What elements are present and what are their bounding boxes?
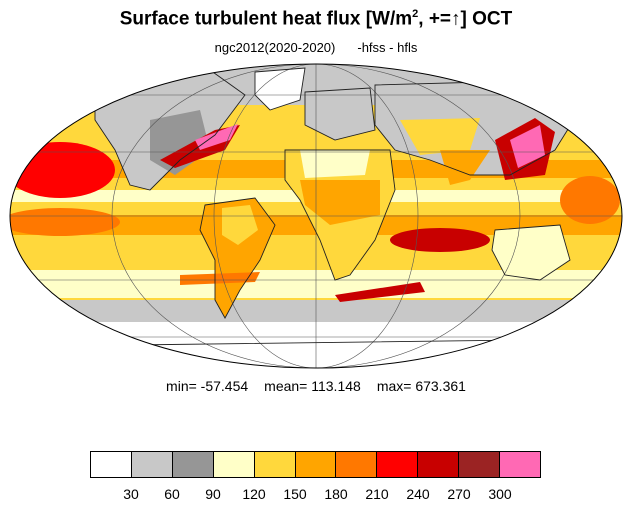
- stat-mean: mean= 113.148: [264, 378, 361, 394]
- central-africa: [300, 180, 380, 225]
- australia-land: [492, 225, 570, 280]
- subtitle-run: ngc2012(2020-2020): [214, 40, 336, 55]
- colorbar-swatch: [172, 452, 214, 477]
- sahara-region: [300, 150, 370, 178]
- colorbar-swatch: [91, 452, 132, 477]
- stat-min: min= -57.454: [166, 378, 249, 394]
- south-pacific-warm: [10, 208, 120, 236]
- amazon-region: [222, 205, 258, 245]
- title-suffix: ] OCT: [460, 8, 513, 30]
- west-pacific-warm: [560, 176, 620, 224]
- title-prefix: Surface turbulent heat flux [W/m: [119, 8, 413, 30]
- colorbar-swatch: [336, 452, 378, 477]
- indian-ocean-hot: [390, 228, 490, 252]
- kuroshio-peak: [510, 125, 545, 168]
- central-asia: [400, 118, 480, 155]
- colorbar-tick-label: 180: [324, 486, 348, 502]
- agulhas-streak: [335, 282, 425, 302]
- colorbar-swatch: [213, 452, 255, 477]
- title-superscript: 2: [412, 8, 419, 20]
- colorbar-tick-label: 120: [242, 486, 266, 502]
- title-middle: , +=: [418, 8, 452, 30]
- colorbar-tick-label: 150: [283, 486, 307, 502]
- colorbar-tick-label: 90: [205, 486, 221, 502]
- stat-max: max= 673.361: [376, 378, 466, 394]
- map-title: Surface turbulent heat flux [W/m2, +=↑] …: [0, 8, 632, 30]
- colorbar-swatch: [500, 452, 540, 477]
- colorbar-ticks: 30 60 90 120 150 180 210 240 270 300: [90, 486, 541, 504]
- up-arrow-icon: ↑: [451, 8, 461, 30]
- colorbar-tick-label: 210: [365, 486, 389, 502]
- south-atlantic-streak: [180, 272, 260, 285]
- colorbar-swatch: [377, 452, 419, 477]
- world-map: [9, 63, 623, 369]
- subtitle-expression: -hfss - hfls: [357, 40, 418, 55]
- map-subtitle: ngc2012(2020-2020) -hfss - hfls: [0, 40, 632, 55]
- colorbar-swatch: [459, 452, 501, 477]
- north-pacific-hot: [10, 142, 115, 198]
- gulf-stream-peak: [195, 124, 238, 150]
- colorbar-tick-label: 270: [447, 486, 471, 502]
- colorbar-swatch: [254, 452, 296, 477]
- india: [440, 150, 490, 185]
- colorbar-swatch: [295, 452, 337, 477]
- globe-outline: [9, 63, 623, 369]
- colorbar-swatch: [418, 452, 460, 477]
- colorbar-tick-label: 30: [123, 486, 139, 502]
- colorbar-swatch: [131, 452, 173, 477]
- colorbar-tick-label: 300: [488, 486, 512, 502]
- statistics-line: min= -57.454 mean= 113.148 max= 673.361: [0, 378, 632, 394]
- graticule: [10, 64, 622, 368]
- colorbar-tick-label: 60: [164, 486, 180, 502]
- colorbar: [90, 451, 541, 478]
- colorbar-tick-label: 240: [406, 486, 430, 502]
- europe-land: [305, 88, 375, 140]
- greenland: [255, 68, 305, 110]
